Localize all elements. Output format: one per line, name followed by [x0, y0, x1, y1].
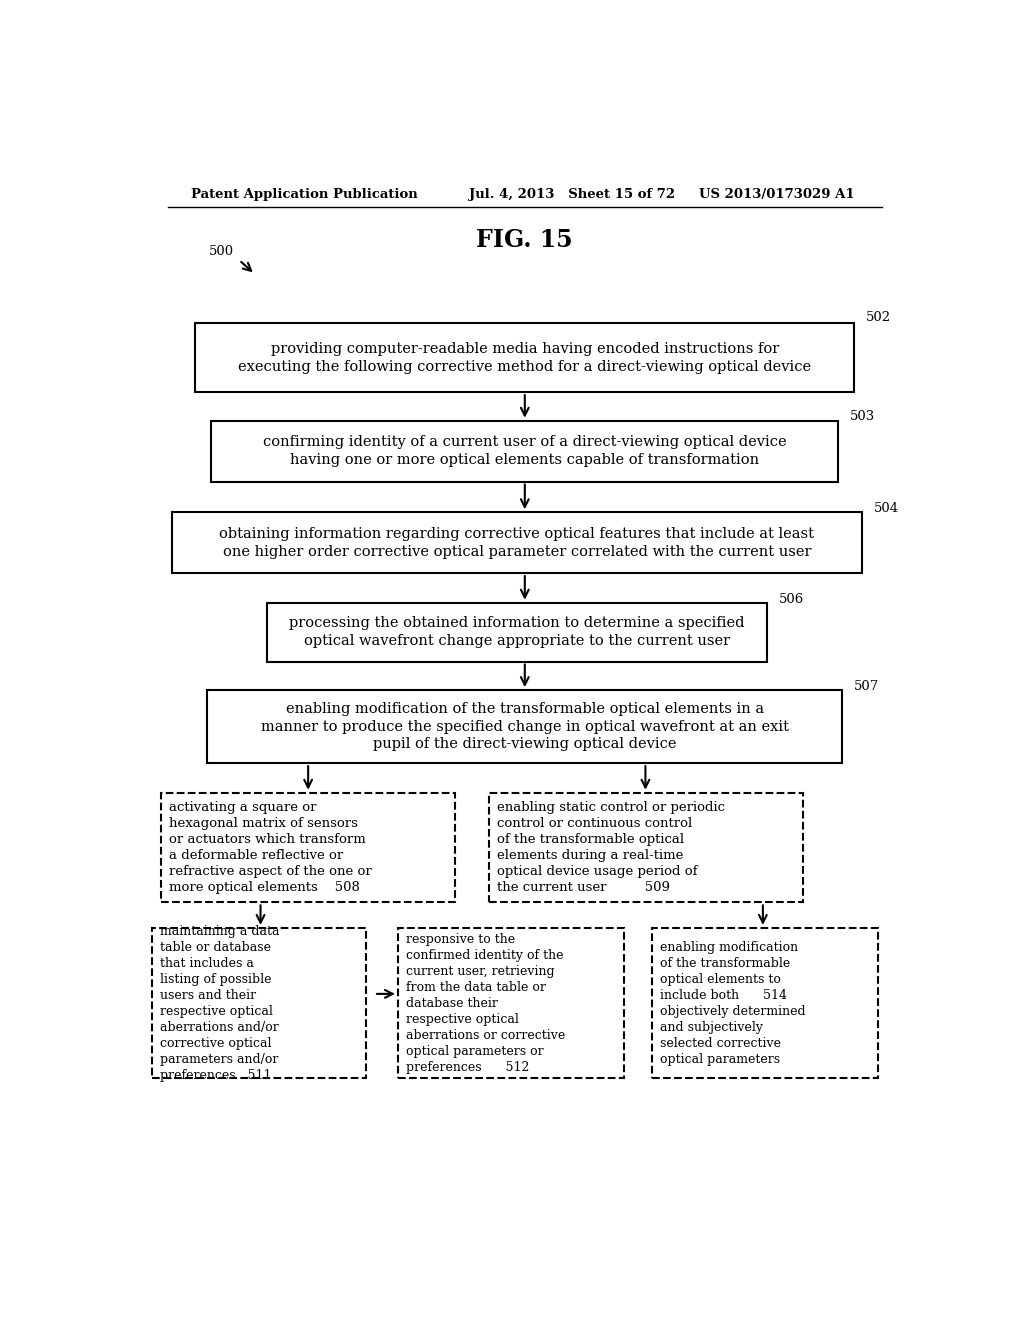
- Bar: [489, 792, 803, 903]
- Text: obtaining information regarding corrective optical features that include at leas: obtaining information regarding correcti…: [219, 527, 814, 558]
- Bar: [652, 928, 878, 1078]
- Text: 502: 502: [866, 312, 891, 325]
- Text: providing computer-readable media having encoded instructions for
executing the : providing computer-readable media having…: [239, 342, 811, 374]
- Bar: [207, 690, 843, 763]
- Text: confirming identity of a current user of a direct-viewing optical device
having : confirming identity of a current user of…: [263, 436, 786, 467]
- Text: activating a square or
hexagonal matrix of sensors
or actuators which transform
: activating a square or hexagonal matrix …: [169, 801, 372, 894]
- Bar: [172, 512, 862, 573]
- Bar: [162, 792, 455, 903]
- Bar: [211, 421, 839, 482]
- Bar: [397, 928, 624, 1078]
- Text: maintaining a data
table or database
that includes a
listing of possible
users a: maintaining a data table or database tha…: [160, 924, 280, 1081]
- Text: enabling static control or periodic
control or continuous control
of the transfo: enabling static control or periodic cont…: [497, 801, 725, 894]
- Text: US 2013/0173029 A1: US 2013/0173029 A1: [699, 189, 855, 202]
- Text: 506: 506: [778, 593, 804, 606]
- Bar: [267, 602, 767, 661]
- Text: 504: 504: [873, 502, 899, 515]
- Text: 500: 500: [209, 246, 234, 259]
- Text: 503: 503: [850, 411, 876, 424]
- Text: responsive to the
confirmed identity of the
current user, retrieving
from the da: responsive to the confirmed identity of …: [406, 932, 565, 1073]
- Text: Jul. 4, 2013   Sheet 15 of 72: Jul. 4, 2013 Sheet 15 of 72: [469, 189, 676, 202]
- Text: enabling modification
of the transformable
optical elements to
include both     : enabling modification of the transformab…: [659, 941, 805, 1065]
- Text: processing the obtained information to determine a specified
optical wavefront c: processing the obtained information to d…: [289, 616, 744, 648]
- Bar: [152, 928, 367, 1078]
- Text: 507: 507: [854, 680, 880, 693]
- Bar: [196, 323, 854, 392]
- Text: Patent Application Publication: Patent Application Publication: [191, 189, 418, 202]
- Text: enabling modification of the transformable optical elements in a
manner to produ: enabling modification of the transformab…: [261, 702, 788, 751]
- Text: FIG. 15: FIG. 15: [476, 228, 573, 252]
